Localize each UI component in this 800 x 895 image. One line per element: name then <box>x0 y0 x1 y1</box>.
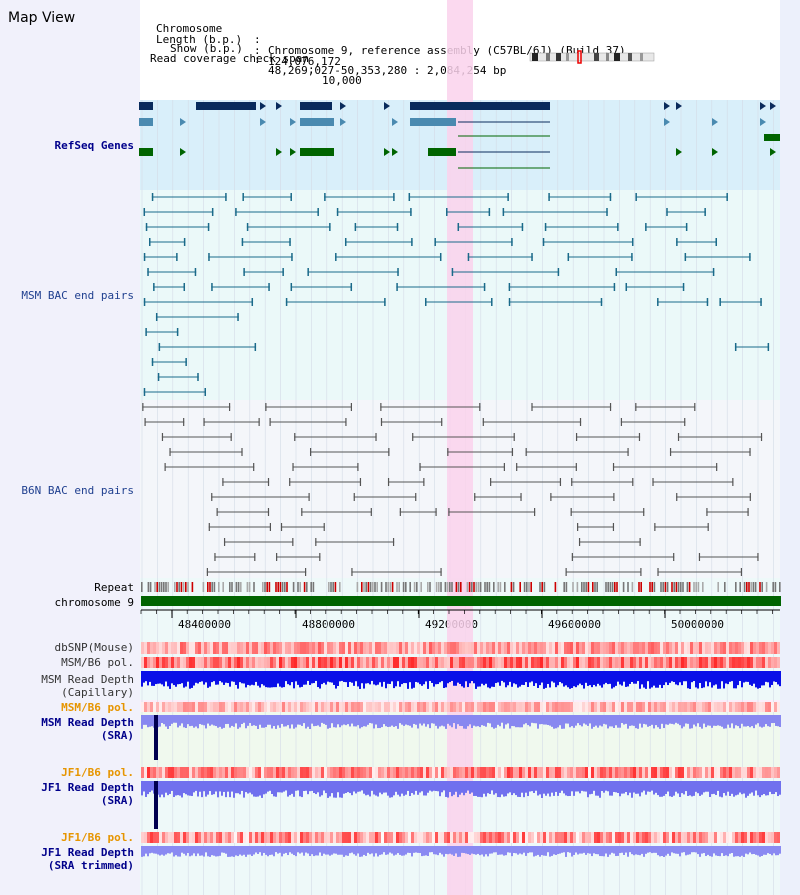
info-span: Read coverage check span : 10,000 <box>150 52 362 87</box>
track-label-jf1-depth-sra-1: JF1 Read Depth <box>41 781 134 794</box>
msm-bac-end-pairs[interactable] <box>143 193 770 396</box>
axis-tick-label: 50000000 <box>671 618 724 631</box>
axis-tick-label: 49600000 <box>548 618 601 631</box>
span-value: 10,000 <box>322 74 362 87</box>
show-key: Show (b.p.) <box>170 42 243 55</box>
track-label-b6n-bac[interactable]: B6N BAC end pairs <box>21 484 134 497</box>
page-title: Map View <box>8 10 76 26</box>
track-label-jf1-b6-pol: JF1/B6 pol. <box>61 766 134 779</box>
track-label-refseq[interactable]: RefSeq Genes <box>54 139 134 152</box>
refseq-gene-glyphs[interactable] <box>139 102 780 169</box>
track-label-chromosome: chromosome 9 <box>54 596 134 609</box>
track-label-jf1-depth-trim-1: JF1 Read Depth <box>41 846 134 859</box>
length-key: Length (b.p.) <box>156 33 243 46</box>
selected-region-highlight <box>447 0 473 895</box>
position-axis <box>140 609 780 618</box>
info-length: Length (b.p.) : 124,076,172 <box>156 33 341 68</box>
track-label-msm-b6-pol: MSM/B6 pol. <box>61 656 134 669</box>
track-label-msm-depth-cap-2: (Capillary) <box>61 686 134 699</box>
chromosome-key: Chromosome <box>156 22 223 35</box>
track-label-repeat: Repeat <box>94 581 134 594</box>
b6n-bac-end-pairs[interactable] <box>142 403 763 576</box>
track-label-msm-depth-sra-2: (SRA) <box>100 729 134 742</box>
right-margin <box>780 0 800 895</box>
polymorphism-heat-strips <box>141 642 780 843</box>
track-label-msm-bac[interactable]: MSM BAC end pairs <box>21 289 134 302</box>
span-key: Read coverage check span <box>150 52 309 65</box>
length-value: 124,076,172 <box>268 55 341 68</box>
track-label-jf1-depth-sra-2: (SRA) <box>100 794 134 807</box>
left-label-panel <box>0 0 140 895</box>
track-label-jf1-b6-pol-2: JF1/B6 pol. <box>61 831 134 844</box>
ideogram-position-marker <box>577 50 582 64</box>
repeat-track <box>141 582 781 592</box>
track-label-msm-depth-cap-1: MSM Read Depth <box>41 673 134 686</box>
axis-tick-label: 48400000 <box>178 618 231 631</box>
chromosome-ideogram[interactable] <box>529 50 655 64</box>
track-label-msm-depth-sra-1: MSM Read Depth <box>41 716 134 729</box>
track-label-msm-b6-pol-2: MSM/B6 pol. <box>61 701 134 714</box>
chromosome-bar <box>141 596 781 606</box>
axis-tick-label: 48800000 <box>302 618 355 631</box>
track-label-dbsnp: dbSNP(Mouse) <box>54 641 134 654</box>
read-depth-tracks <box>141 671 781 857</box>
track-label-jf1-depth-trim-2: (SRA trimmed) <box>47 859 134 872</box>
